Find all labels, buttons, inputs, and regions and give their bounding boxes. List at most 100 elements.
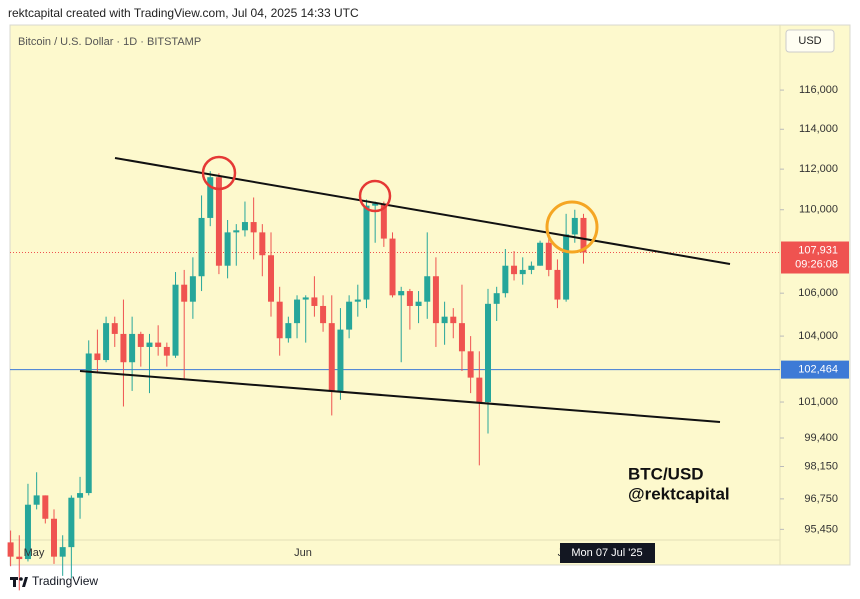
y-tick-label: 116,000 [799,84,838,96]
y-tick-label: 112,000 [799,163,838,175]
watermark: BTC/USD [628,464,704,483]
candle-body [372,203,379,206]
candle-body [458,323,465,352]
highlight-circle [201,155,237,191]
candle-body [103,323,110,361]
level-label-box [781,360,849,379]
trendline-lower [79,370,721,423]
y-tick-label: 101,000 [798,396,838,408]
candle-body [511,265,518,275]
candle-body [450,316,457,324]
candle-body [432,276,439,324]
last-price-label: 107,931 [798,244,838,256]
candle-body [320,305,327,324]
candle-body [24,504,31,560]
candle-body [163,346,170,356]
footer: TradingView [32,574,98,588]
watermark: @rektcapital [628,484,730,503]
y-tick-label: 96,750 [804,493,838,505]
candle-body [502,265,509,294]
candle-body [571,217,578,235]
candle-body [493,293,500,304]
candle-body [268,255,274,302]
trendline-upper [114,157,731,265]
candle-body [189,276,196,302]
candle-body [519,269,526,275]
last-price-box [781,241,849,274]
crosshair-label: Mon 07 Jul '25 [571,547,642,559]
candle-body [311,297,318,306]
candle-body [380,203,387,239]
candle-body [259,232,266,256]
candle-body [467,351,474,378]
candle-body [389,238,396,296]
candle-body [294,299,301,324]
chart-title: Bitcoin / U.S. Dollar · 1D · BITSTAMP [18,36,201,48]
candle-body [346,301,353,330]
candle-body [337,329,344,391]
y-tick-label: 110,000 [799,204,838,216]
candle-body [155,342,162,347]
y-tick-label: 99,400 [804,432,838,444]
highlight-circle [545,200,599,254]
header: rektcapital created with TradingView.com… [8,6,359,20]
candle-body [215,177,222,266]
x-tick-label: Jun [294,547,312,559]
candle-body [302,297,309,300]
candle-body [363,205,370,300]
level-label: 102,464 [798,364,838,376]
candle-body [250,222,257,233]
x-tick-label: May [24,547,45,559]
candle-body [120,333,127,363]
candle-body [51,518,57,557]
y-tick-label: 114,000 [799,123,838,135]
candle-body [476,377,483,403]
candle-body [528,265,535,270]
y-tick-label: 95,450 [804,523,838,535]
candle-body [563,234,570,300]
crosshair-box [560,543,655,563]
highlight-circle [358,179,392,213]
candle-body [328,323,335,391]
candle-body [285,323,292,339]
candle-body [77,493,84,498]
candle-body [42,495,49,519]
y-tick-label: 104,000 [798,330,838,342]
candle-body [224,232,231,266]
candle-body [537,242,544,266]
candle-body [554,269,561,300]
candle-body [137,333,144,347]
currency[interactable]: USD [798,35,821,47]
candle-body [33,495,40,505]
countdown: 09:26:08 [795,258,838,270]
y-tick-label: 98,150 [804,460,838,472]
candle-body [398,291,405,296]
candle-body [7,542,14,557]
candle-body [146,342,153,347]
candle-body [241,222,248,231]
y-tick-label: 106,000 [798,287,838,299]
candle-body [545,242,552,270]
candle-body [198,217,205,277]
candle-body [580,217,587,253]
candle-body [68,497,75,548]
candle-body [172,284,179,356]
candle-body [94,353,101,361]
candle-body [406,291,413,306]
plot [7,171,780,591]
candle-body [111,323,118,334]
footer-logo [10,577,28,587]
candle-body [485,303,491,403]
candle-body [441,316,448,324]
candle-body [233,230,240,233]
currency-box[interactable] [785,29,835,53]
candle-body [415,301,422,306]
candle-body [129,333,136,363]
candle-body [16,556,23,560]
candle-body [354,299,361,302]
candle-body [85,353,92,494]
candle-body [181,284,188,302]
candle-body [424,276,431,302]
